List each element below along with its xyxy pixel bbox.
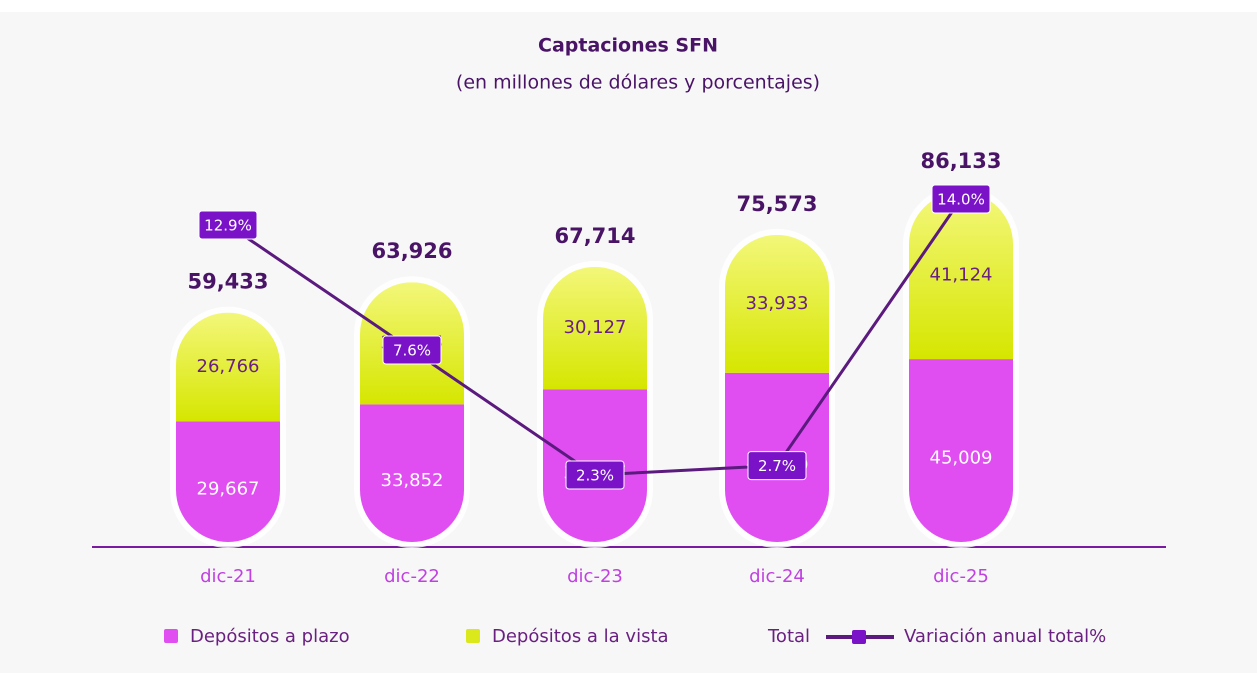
legend-label: Depósitos a plazo bbox=[190, 626, 350, 647]
line-label: 2.7% bbox=[758, 457, 796, 475]
line-point bbox=[747, 451, 807, 481]
line-point bbox=[198, 210, 258, 240]
plazo-label: 45,009 bbox=[930, 448, 993, 469]
plazo-label: 29,667 bbox=[197, 479, 260, 500]
x-tick-label: dic-24 bbox=[749, 566, 805, 587]
top-bar bbox=[0, 0, 1257, 12]
total-label: 63,926 bbox=[371, 239, 452, 263]
bar-vista bbox=[176, 312, 280, 422]
legend-label: Variación anual total% bbox=[904, 626, 1106, 647]
chart-title: Captaciones SFN bbox=[538, 35, 718, 57]
line-label: 2.3% bbox=[576, 467, 614, 485]
total-label: 86,133 bbox=[920, 149, 1001, 173]
bar-plazo bbox=[360, 404, 464, 542]
total-label: 59,433 bbox=[187, 270, 268, 294]
total-label: 67,714 bbox=[554, 224, 635, 248]
x-tick-label: dic-22 bbox=[384, 566, 440, 587]
vista-label: 33,933 bbox=[746, 293, 809, 314]
vista-label: 41,124 bbox=[930, 265, 993, 286]
line-point bbox=[931, 184, 991, 214]
bar-plazo bbox=[909, 359, 1013, 542]
vista-label: 26,766 bbox=[197, 356, 260, 377]
line-label: 7.6% bbox=[393, 341, 431, 359]
legend-swatch bbox=[164, 629, 178, 643]
x-tick-label: dic-23 bbox=[567, 566, 623, 587]
legend-swatch bbox=[466, 629, 480, 643]
total-label: 75,573 bbox=[736, 192, 817, 216]
legend-marker bbox=[852, 630, 866, 644]
line-point bbox=[565, 460, 625, 490]
bar-plazo bbox=[176, 421, 280, 542]
x-tick-label: dic-25 bbox=[933, 566, 989, 587]
legend: Depósitos a plazo Depósitos a la vista Tot… bbox=[164, 626, 1106, 647]
vista-label: 30,127 bbox=[564, 317, 627, 338]
chart-subtitle: (en millones de dólares y porcentajes) bbox=[456, 72, 820, 94]
legend-label: Total bbox=[767, 626, 810, 647]
line-point bbox=[382, 335, 442, 365]
line-label: 14.0% bbox=[937, 191, 985, 209]
x-tick-label: dic-21 bbox=[200, 566, 256, 587]
bar-vista bbox=[725, 234, 829, 373]
bar-vista bbox=[909, 192, 1013, 360]
line-label: 12.9% bbox=[204, 216, 252, 234]
bar-vista bbox=[543, 266, 647, 390]
plazo-label: 33,852 bbox=[381, 470, 444, 491]
legend-label: Depósitos a la vista bbox=[492, 626, 669, 647]
